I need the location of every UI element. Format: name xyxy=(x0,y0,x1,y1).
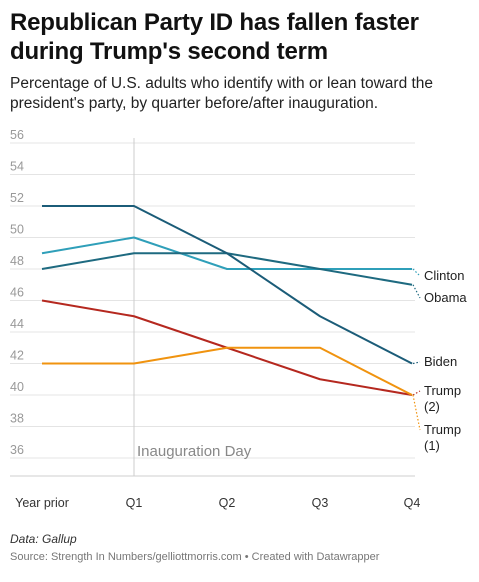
label-leader xyxy=(412,284,421,299)
y-tick-label: 54 xyxy=(10,160,24,174)
chart-title: Republican Party ID has fallen faster du… xyxy=(10,9,419,65)
series-label: Trump xyxy=(424,422,461,437)
label-leader xyxy=(412,361,421,365)
inauguration-label: Inauguration Day xyxy=(137,443,252,460)
y-tick-label: 36 xyxy=(10,443,24,457)
line-chart-svg: 36 38 40 42 44 46 48 50 52 54 56 Inauguration Day Ye… xyxy=(10,128,467,510)
series-label: (1) xyxy=(424,438,440,453)
series-label: Obama xyxy=(424,290,467,305)
y-tick-label: 46 xyxy=(10,286,24,300)
chart-subtitle: Percentage of U.S. adults who identify w… xyxy=(10,75,434,112)
credit-line: Source: Strength In Numbers/gelliottmorr… xyxy=(10,551,380,563)
chart-footer: Data: Gallup Source: Strength In Numbers… xyxy=(10,532,379,563)
y-tick-label: 50 xyxy=(10,223,24,237)
y-tick-label: 44 xyxy=(10,317,24,331)
series-label: Clinton xyxy=(424,268,464,283)
y-tick-label: 42 xyxy=(10,349,24,363)
line-chart: 36 38 40 42 44 46 48 50 52 54 56 Inauguration Day Ye… xyxy=(0,128,479,518)
x-tick-label: Q1 xyxy=(126,496,143,510)
label-leader xyxy=(412,394,421,431)
series-label: (2) xyxy=(424,399,440,414)
series-line xyxy=(42,205,413,365)
data-source: Data: Gallup xyxy=(10,532,77,546)
x-tick-label: Year prior xyxy=(15,496,69,510)
y-tick-label: 52 xyxy=(10,191,24,205)
y-tick-label: 56 xyxy=(10,128,24,142)
series-label: Trump xyxy=(424,383,461,398)
y-tick-label: 48 xyxy=(10,254,24,268)
series-line xyxy=(42,346,413,396)
y-tick-label: 38 xyxy=(10,412,24,426)
x-tick-label: Q2 xyxy=(219,496,236,510)
y-tick-label: 40 xyxy=(10,380,24,394)
series-label: Biden xyxy=(424,354,457,369)
x-tick-label: Q3 xyxy=(312,496,329,510)
label-leader xyxy=(412,268,421,277)
x-tick-label: Q4 xyxy=(404,496,421,510)
label-leader xyxy=(412,390,421,396)
